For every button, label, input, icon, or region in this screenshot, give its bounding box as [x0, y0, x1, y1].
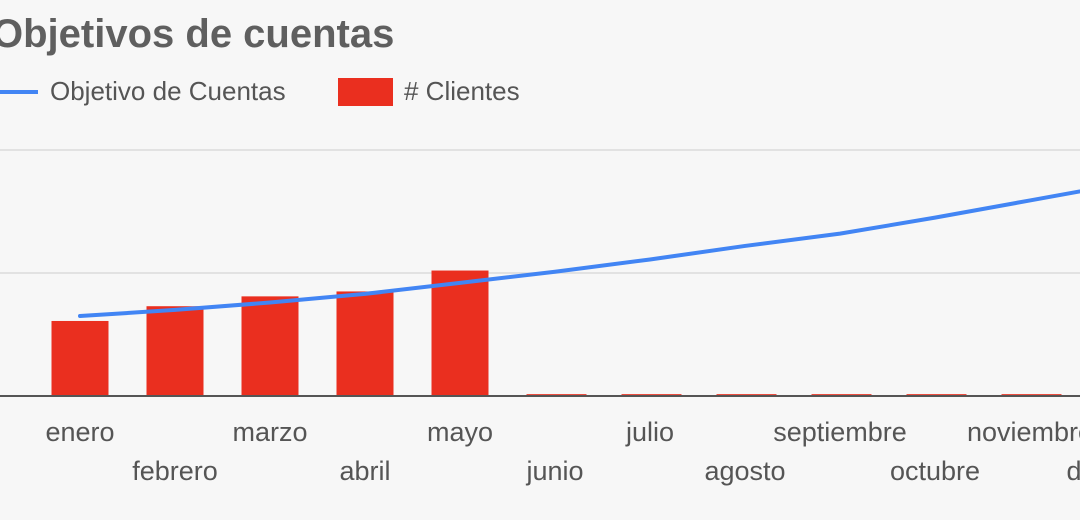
bar-enero [51, 320, 109, 396]
x-tick-label-agosto: agosto [704, 456, 785, 486]
legend-bar-swatch [338, 78, 393, 106]
chart-title: Objetivos de cuentas [0, 12, 395, 56]
legend-line-swatch [0, 90, 38, 94]
x-tick-label-enero: enero [45, 417, 114, 447]
x-tick-label-abril: abril [339, 456, 390, 486]
legend-label-objetivo: Objetivo de Cuentas [50, 76, 286, 106]
x-tick-label-febrero: febrero [132, 456, 218, 486]
x-tick-label-julio: julio [625, 417, 674, 447]
bar-febrero [146, 306, 204, 396]
x-tick-label-septiembre: septiembre [773, 417, 907, 447]
bar-abril [336, 291, 394, 396]
x-tick-label-diciembre: diciembre [1066, 456, 1080, 486]
x-tick-label-marzo: marzo [232, 417, 307, 447]
x-tick-label-junio: junio [525, 456, 583, 486]
x-tick-label-noviembre: noviembre [967, 417, 1080, 447]
series-line-objetivo [78, 189, 1080, 319]
bar-marzo [241, 296, 299, 396]
x-tick-label-mayo: mayo [427, 417, 493, 447]
x-tick-label-octubre: octubre [890, 456, 980, 486]
legend-label-clientes: # Clientes [404, 76, 520, 106]
bar-mayo [431, 270, 489, 396]
